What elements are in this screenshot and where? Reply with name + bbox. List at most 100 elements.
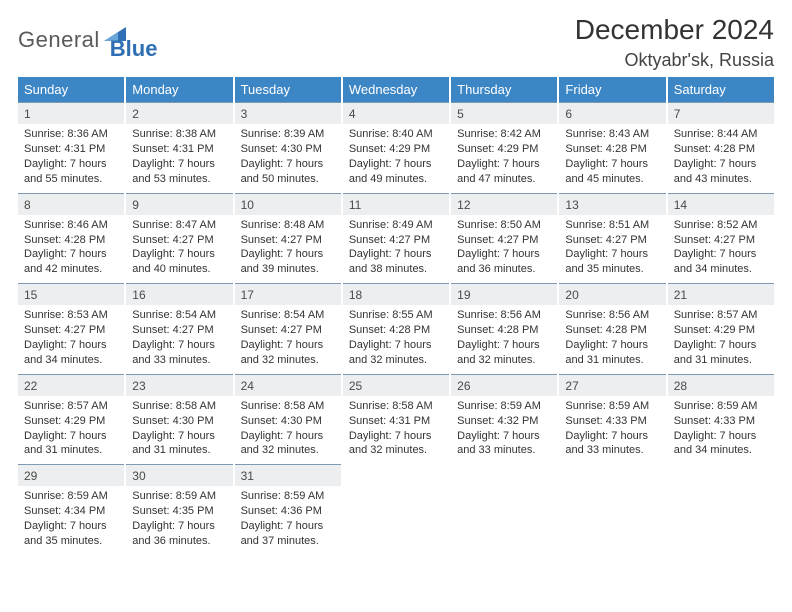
- day-details: Sunrise: 8:36 AMSunset: 4:31 PMDaylight:…: [18, 124, 124, 192]
- day-details: Sunrise: 8:52 AMSunset: 4:27 PMDaylight:…: [668, 215, 774, 283]
- day-number: 31: [235, 464, 341, 486]
- day-details: Sunrise: 8:42 AMSunset: 4:29 PMDaylight:…: [451, 124, 557, 192]
- day-header: Tuesday: [235, 77, 341, 102]
- calendar-cell: 21Sunrise: 8:57 AMSunset: 4:29 PMDayligh…: [668, 283, 774, 374]
- calendar-cell: 31Sunrise: 8:59 AMSunset: 4:36 PMDayligh…: [235, 464, 341, 555]
- calendar-cell: 15Sunrise: 8:53 AMSunset: 4:27 PMDayligh…: [18, 283, 124, 374]
- day-number: 18: [343, 283, 449, 305]
- day-details: Sunrise: 8:59 AMSunset: 4:34 PMDaylight:…: [18, 486, 124, 554]
- day-number: 23: [126, 374, 232, 396]
- day-number: 9: [126, 193, 232, 215]
- day-number: 29: [18, 464, 124, 486]
- day-details: Sunrise: 8:47 AMSunset: 4:27 PMDaylight:…: [126, 215, 232, 283]
- day-details: Sunrise: 8:53 AMSunset: 4:27 PMDaylight:…: [18, 305, 124, 373]
- day-details: Sunrise: 8:56 AMSunset: 4:28 PMDaylight:…: [451, 305, 557, 373]
- day-details: Sunrise: 8:58 AMSunset: 4:30 PMDaylight:…: [235, 396, 341, 464]
- calendar-cell: 14Sunrise: 8:52 AMSunset: 4:27 PMDayligh…: [668, 193, 774, 284]
- day-number: 8: [18, 193, 124, 215]
- calendar-cell: 6Sunrise: 8:43 AMSunset: 4:28 PMDaylight…: [559, 102, 665, 193]
- logo-text-general: General: [18, 27, 100, 53]
- day-number: 7: [668, 102, 774, 124]
- day-details: Sunrise: 8:59 AMSunset: 4:32 PMDaylight:…: [451, 396, 557, 464]
- day-number: 3: [235, 102, 341, 124]
- day-number: 1: [18, 102, 124, 124]
- day-number: 12: [451, 193, 557, 215]
- day-details: Sunrise: 8:58 AMSunset: 4:31 PMDaylight:…: [343, 396, 449, 464]
- calendar-cell: 26Sunrise: 8:59 AMSunset: 4:32 PMDayligh…: [451, 374, 557, 465]
- day-number: 14: [668, 193, 774, 215]
- day-details: Sunrise: 8:50 AMSunset: 4:27 PMDaylight:…: [451, 215, 557, 283]
- calendar-cell: 25Sunrise: 8:58 AMSunset: 4:31 PMDayligh…: [343, 374, 449, 465]
- day-header: Sunday: [18, 77, 124, 102]
- calendar-cell: 13Sunrise: 8:51 AMSunset: 4:27 PMDayligh…: [559, 193, 665, 284]
- day-number: 6: [559, 102, 665, 124]
- day-number: 24: [235, 374, 341, 396]
- day-number: 21: [668, 283, 774, 305]
- calendar-cell: [343, 464, 449, 555]
- calendar-cell: 7Sunrise: 8:44 AMSunset: 4:28 PMDaylight…: [668, 102, 774, 193]
- calendar-cell: 16Sunrise: 8:54 AMSunset: 4:27 PMDayligh…: [126, 283, 232, 374]
- calendar-cell: [668, 464, 774, 555]
- day-details: Sunrise: 8:58 AMSunset: 4:30 PMDaylight:…: [126, 396, 232, 464]
- day-header: Friday: [559, 77, 665, 102]
- day-number: 25: [343, 374, 449, 396]
- day-number: 11: [343, 193, 449, 215]
- day-header: Wednesday: [343, 77, 449, 102]
- day-number: 22: [18, 374, 124, 396]
- calendar-cell: 4Sunrise: 8:40 AMSunset: 4:29 PMDaylight…: [343, 102, 449, 193]
- day-details: Sunrise: 8:56 AMSunset: 4:28 PMDaylight:…: [559, 305, 665, 373]
- day-details: Sunrise: 8:40 AMSunset: 4:29 PMDaylight:…: [343, 124, 449, 192]
- day-number: 15: [18, 283, 124, 305]
- month-title: December 2024: [575, 14, 774, 46]
- day-number: 17: [235, 283, 341, 305]
- calendar-cell: 12Sunrise: 8:50 AMSunset: 4:27 PMDayligh…: [451, 193, 557, 284]
- day-number: 27: [559, 374, 665, 396]
- day-details: Sunrise: 8:59 AMSunset: 4:35 PMDaylight:…: [126, 486, 232, 554]
- day-details: Sunrise: 8:59 AMSunset: 4:36 PMDaylight:…: [235, 486, 341, 554]
- day-number: 10: [235, 193, 341, 215]
- calendar-cell: 29Sunrise: 8:59 AMSunset: 4:34 PMDayligh…: [18, 464, 124, 555]
- calendar-cell: 9Sunrise: 8:47 AMSunset: 4:27 PMDaylight…: [126, 193, 232, 284]
- calendar-cell: 30Sunrise: 8:59 AMSunset: 4:35 PMDayligh…: [126, 464, 232, 555]
- location: Oktyabr'sk, Russia: [575, 50, 774, 71]
- calendar-cell: 10Sunrise: 8:48 AMSunset: 4:27 PMDayligh…: [235, 193, 341, 284]
- day-number: 13: [559, 193, 665, 215]
- day-details: Sunrise: 8:48 AMSunset: 4:27 PMDaylight:…: [235, 215, 341, 283]
- day-details: Sunrise: 8:39 AMSunset: 4:30 PMDaylight:…: [235, 124, 341, 192]
- day-details: Sunrise: 8:59 AMSunset: 4:33 PMDaylight:…: [559, 396, 665, 464]
- calendar-cell: [451, 464, 557, 555]
- calendar-cell: 27Sunrise: 8:59 AMSunset: 4:33 PMDayligh…: [559, 374, 665, 465]
- calendar-cell: 17Sunrise: 8:54 AMSunset: 4:27 PMDayligh…: [235, 283, 341, 374]
- calendar-cell: 28Sunrise: 8:59 AMSunset: 4:33 PMDayligh…: [668, 374, 774, 465]
- calendar-cell: 5Sunrise: 8:42 AMSunset: 4:29 PMDaylight…: [451, 102, 557, 193]
- day-number: 2: [126, 102, 232, 124]
- day-details: Sunrise: 8:38 AMSunset: 4:31 PMDaylight:…: [126, 124, 232, 192]
- logo-text-blue: Blue: [110, 18, 158, 62]
- calendar-cell: 19Sunrise: 8:56 AMSunset: 4:28 PMDayligh…: [451, 283, 557, 374]
- calendar-cell: 24Sunrise: 8:58 AMSunset: 4:30 PMDayligh…: [235, 374, 341, 465]
- calendar-cell: 8Sunrise: 8:46 AMSunset: 4:28 PMDaylight…: [18, 193, 124, 284]
- day-header: Monday: [126, 77, 232, 102]
- calendar-cell: 1Sunrise: 8:36 AMSunset: 4:31 PMDaylight…: [18, 102, 124, 193]
- day-details: Sunrise: 8:59 AMSunset: 4:33 PMDaylight:…: [668, 396, 774, 464]
- calendar-cell: 2Sunrise: 8:38 AMSunset: 4:31 PMDaylight…: [126, 102, 232, 193]
- day-number: 5: [451, 102, 557, 124]
- day-number: 26: [451, 374, 557, 396]
- calendar-cell: 22Sunrise: 8:57 AMSunset: 4:29 PMDayligh…: [18, 374, 124, 465]
- day-number: 19: [451, 283, 557, 305]
- calendar-cell: 18Sunrise: 8:55 AMSunset: 4:28 PMDayligh…: [343, 283, 449, 374]
- calendar-grid: SundayMondayTuesdayWednesdayThursdayFrid…: [18, 77, 774, 555]
- day-details: Sunrise: 8:43 AMSunset: 4:28 PMDaylight:…: [559, 124, 665, 192]
- day-number: 30: [126, 464, 232, 486]
- day-number: 28: [668, 374, 774, 396]
- day-details: Sunrise: 8:49 AMSunset: 4:27 PMDaylight:…: [343, 215, 449, 283]
- day-details: Sunrise: 8:55 AMSunset: 4:28 PMDaylight:…: [343, 305, 449, 373]
- logo: General Blue: [18, 14, 157, 62]
- day-details: Sunrise: 8:54 AMSunset: 4:27 PMDaylight:…: [235, 305, 341, 373]
- day-details: Sunrise: 8:51 AMSunset: 4:27 PMDaylight:…: [559, 215, 665, 283]
- calendar-cell: 3Sunrise: 8:39 AMSunset: 4:30 PMDaylight…: [235, 102, 341, 193]
- day-details: Sunrise: 8:57 AMSunset: 4:29 PMDaylight:…: [18, 396, 124, 464]
- calendar-cell: [559, 464, 665, 555]
- day-details: Sunrise: 8:46 AMSunset: 4:28 PMDaylight:…: [18, 215, 124, 283]
- day-header: Thursday: [451, 77, 557, 102]
